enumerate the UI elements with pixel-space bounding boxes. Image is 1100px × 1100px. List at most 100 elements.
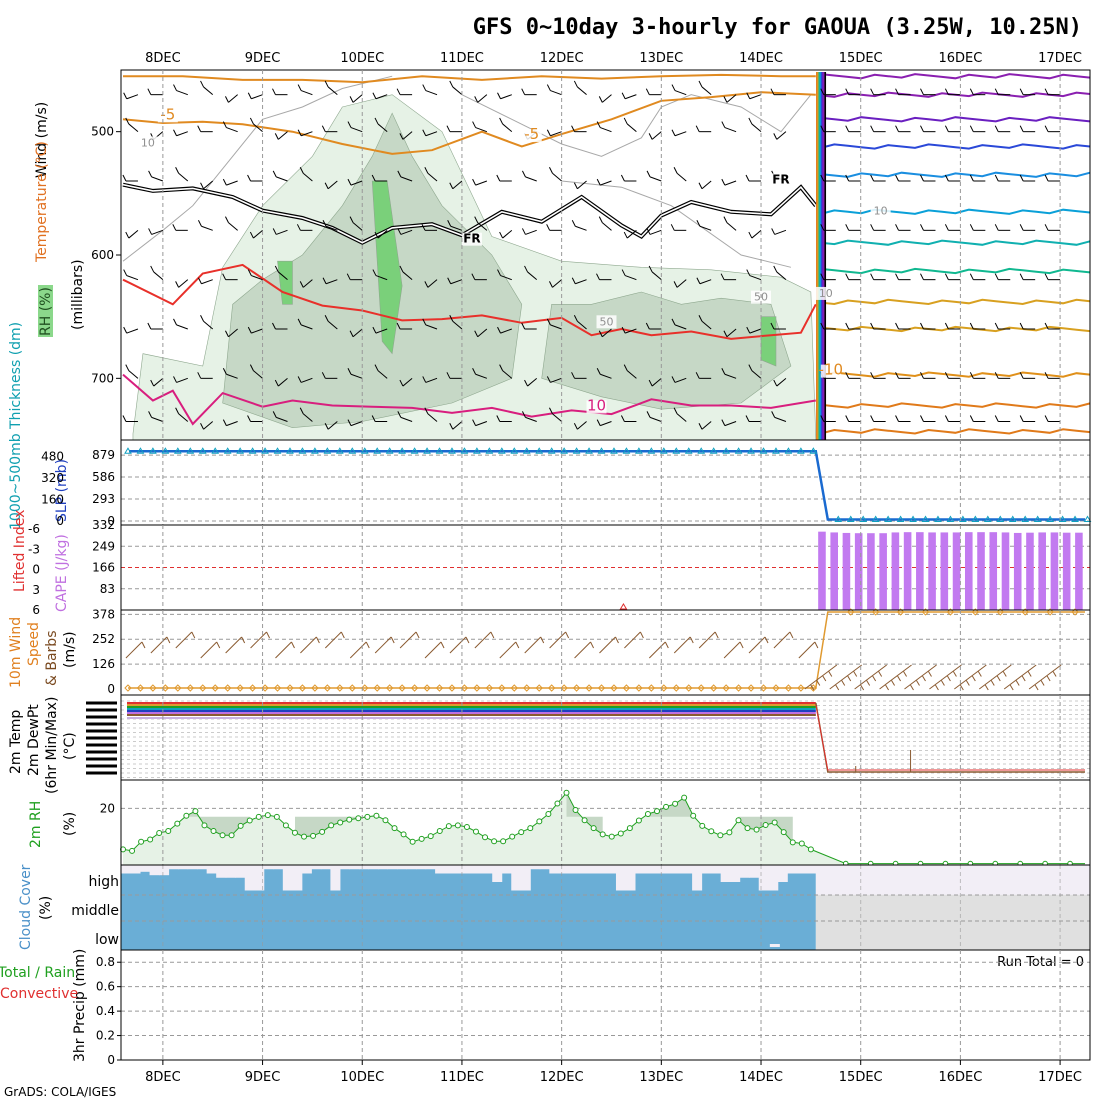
wind-barb (452, 86, 463, 96)
wind-barb-flag (296, 224, 301, 231)
wind-barb-flag (944, 322, 949, 330)
wind-barb-flag (994, 88, 999, 95)
wind-barb-flag (623, 231, 628, 239)
rh-marker (699, 822, 706, 829)
cloud-gap (197, 865, 208, 870)
p4-frame (120, 609, 1091, 696)
wind-barb (726, 328, 737, 338)
wind10m-barb (624, 631, 641, 649)
li-marker (619, 603, 628, 610)
wind-speed-marker (610, 684, 618, 692)
cloud-gap (178, 865, 189, 870)
wind10m-barb (773, 631, 791, 649)
wind-barb (452, 180, 463, 190)
wind10m-barb-flag (266, 631, 271, 639)
contour-label: 50 (599, 315, 613, 328)
wind-barb (375, 94, 388, 100)
wind-speed-marker (797, 684, 805, 692)
wind10m-barb-flag (615, 636, 619, 644)
rh-marker (147, 836, 154, 843)
wind-barb (651, 377, 662, 387)
minmax-axis-label: (6hr Min/Max) (44, 697, 60, 794)
wind-barb (251, 275, 263, 281)
wind-barb-flag (870, 322, 875, 330)
x-axis-top-labels: 8DEC 9DEC 10DEC 11DEC 12DEC 13DEC 14DEC 15DEC 16… (145, 51, 1082, 66)
cloud-gap (149, 865, 160, 876)
wind-barb-flag (920, 322, 924, 330)
x-tick-label-bottom: 8DEC (145, 1070, 181, 1085)
wind-speed-marker (996, 608, 1004, 616)
cloud-tick-label: high (88, 874, 119, 890)
rh-axis-label: RH (%) (38, 287, 54, 336)
wind-barb-flag (321, 125, 326, 132)
wind-speed-marker (722, 684, 730, 692)
wind-speed-marker (510, 684, 518, 692)
thickness-marker (597, 447, 606, 454)
thickness-marker (996, 515, 1005, 522)
thickness-marker (983, 515, 992, 522)
wind-barb-flag (920, 372, 924, 379)
contour-label-bg (815, 286, 836, 300)
wind-barb-flag (322, 277, 327, 285)
cloud-gap (558, 865, 569, 874)
rh-marker (536, 818, 543, 825)
wind-barb-flag (920, 273, 924, 280)
slp-tick-label: 586 (92, 470, 115, 484)
wind-barb-flag (1044, 125, 1049, 132)
rh-marker (445, 823, 452, 830)
thickness-marker (834, 515, 843, 522)
wind10m-barb (723, 641, 741, 659)
thickness-axis-label: 1000~500mb Thickness (dm) (8, 322, 24, 530)
wind10m-barb-feather (1040, 680, 1045, 686)
wind-barb-flag (422, 318, 427, 326)
p8-frame (120, 949, 1091, 1061)
rh-marker (310, 832, 317, 839)
wind-barb-flag (845, 88, 850, 95)
wind-barb-flag (122, 174, 127, 182)
wind10m-barb (574, 641, 591, 659)
wind-barb-flag (571, 372, 576, 379)
wind-barb-flag (324, 80, 329, 88)
rh-marker (436, 828, 443, 834)
x-tick-label-top: 12DEC (540, 51, 584, 66)
wind10m-barb-feather (853, 671, 858, 677)
cape-tick-label: 249 (92, 539, 115, 553)
cape-bar (1075, 532, 1083, 610)
wind10m-barb (200, 641, 218, 659)
wind10m-barb (324, 631, 342, 649)
wind-barb (701, 320, 712, 330)
wind-barb-flag (870, 88, 875, 95)
wind-barb (452, 421, 463, 430)
wind-barb-flag (472, 367, 477, 375)
wind-barb (776, 271, 787, 281)
wind-barb (577, 320, 587, 330)
wind-barb-flag (249, 231, 254, 239)
wind-barb-flag (197, 125, 202, 132)
wind-barb-flag (969, 88, 974, 95)
wind-barb-flag (297, 129, 302, 137)
wind10m-barb-flag (141, 641, 146, 649)
wind-barb-flag (596, 419, 601, 426)
wind-barb-flag (1044, 415, 1049, 422)
wind-barb-flag (200, 423, 204, 430)
wind-barb-flag (673, 407, 678, 414)
wind-barb (525, 229, 537, 235)
wind-speed-marker (398, 684, 406, 692)
contour-label: 10 (587, 396, 606, 414)
rh-marker (472, 828, 479, 835)
rh-marker (681, 794, 688, 801)
wind-barb (203, 86, 214, 96)
wind-barb (600, 180, 612, 186)
cloud-gap (244, 865, 255, 891)
wind-barb-flag (324, 182, 329, 189)
wind-barb (300, 90, 313, 96)
wind-barb-flag (895, 88, 900, 95)
wind-barb-flag (571, 219, 576, 227)
wind-barb-flag (148, 411, 153, 418)
wind-speed-marker (448, 684, 456, 692)
rh-marker (780, 829, 787, 836)
li-tick-label: -3 (28, 542, 40, 556)
wind-barb-flag (723, 330, 728, 337)
wind-barb-flag (424, 167, 429, 174)
wind10m-barb-strong (929, 664, 962, 690)
